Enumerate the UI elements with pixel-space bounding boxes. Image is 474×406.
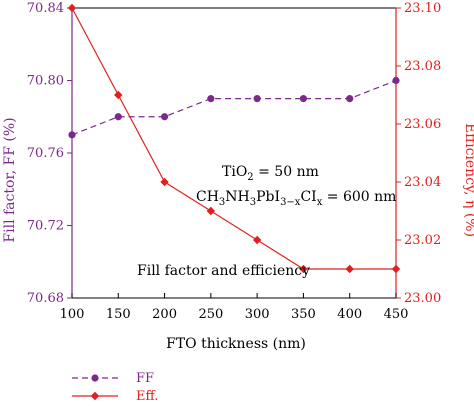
axes-group [71, 7, 397, 299]
left-tick-label: 70.72 [27, 219, 64, 234]
right-tick-label: 23.04 [404, 175, 441, 190]
x-tick-label: 450 [384, 307, 409, 322]
data-point-ff [68, 131, 76, 139]
data-point-ff [299, 95, 308, 103]
data-point-eff [252, 235, 262, 245]
x-tick-label: 200 [152, 307, 177, 322]
x-tick-label: 250 [198, 307, 223, 322]
series-group [67, 3, 401, 274]
left-tick-label: 70.84 [27, 1, 64, 16]
data-point-ff [207, 95, 215, 103]
x-tick-label: 150 [106, 307, 131, 322]
data-point-eff [345, 264, 354, 274]
right-tick-label: 23.06 [404, 117, 441, 132]
annotation-perovskite: CH3NH3PbI3−xCIx = 600 nm [196, 189, 396, 208]
x-tick-label: 100 [60, 307, 85, 322]
data-point-eff [206, 206, 216, 216]
x-tick-label: 400 [337, 307, 362, 322]
right-tick-label: 23.10 [404, 1, 441, 16]
data-point-ff [160, 113, 169, 121]
x-tick-label: 350 [291, 307, 316, 322]
annotation-tio2: TiO2 = 50 nm [222, 164, 319, 183]
right-axis-title: Efficiency, η (%) [462, 123, 474, 237]
x-tick-label: 300 [245, 307, 270, 322]
series-line-eff [71, 7, 396, 270]
legend-marker-eff [90, 391, 100, 401]
ticks-group: 100 150 200 250 300 350 400 450 70.68 70.72 70.76 7… [27, 1, 441, 322]
data-point-ff [114, 113, 122, 121]
left-axis-title: Fill factor, FF (%) [2, 117, 18, 242]
right-tick-label: 23.02 [404, 233, 441, 248]
right-tick-label: 23.00 [404, 291, 441, 306]
left-tick-label: 70.80 [27, 74, 64, 89]
data-point-eff [67, 3, 77, 13]
legend-marker-ff [91, 374, 99, 382]
data-point-eff [160, 177, 169, 187]
legend-label-eff: Eff. [136, 389, 158, 404]
data-point-ff [346, 95, 354, 103]
data-point-eff [114, 90, 123, 100]
left-tick-label: 70.68 [27, 291, 64, 306]
series-line-ff [71, 79, 397, 136]
data-point-eff [299, 264, 308, 274]
data-point-ff [253, 95, 261, 103]
legend-label-ff: FF [136, 371, 154, 386]
data-point-ff [392, 76, 400, 85]
annotation-caption: Fill factor and efficiency [137, 263, 310, 279]
left-tick-label: 70.76 [27, 146, 64, 161]
data-point-eff [391, 264, 401, 274]
legend: FF Eff. [72, 371, 158, 404]
right-tick-label: 23.08 [404, 59, 441, 74]
x-axis-title: FTO thickness (nm) [166, 336, 306, 352]
